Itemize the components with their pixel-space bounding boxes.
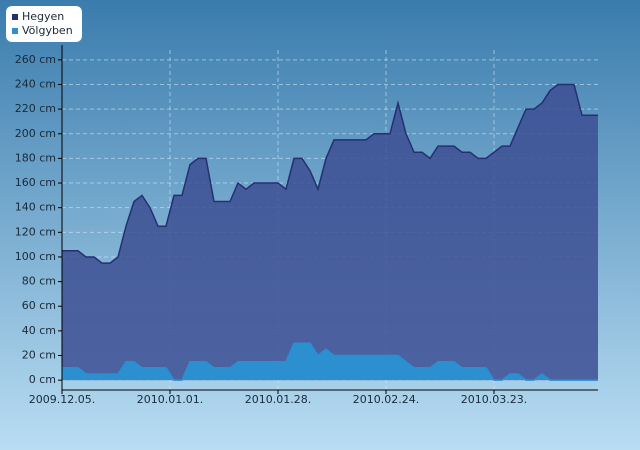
area-line <box>62 83 598 264</box>
x-tick-label: 2010.01.28. <box>245 393 311 406</box>
y-tick-label: 200 cm <box>15 127 56 140</box>
legend-swatch <box>12 28 18 34</box>
x-tick-label: 2009.12.05. <box>29 393 95 406</box>
legend-swatch <box>12 14 18 20</box>
y-tick-label: 120 cm <box>15 225 56 238</box>
legend-box <box>6 6 82 42</box>
area-line <box>62 342 598 381</box>
y-tick-label: 180 cm <box>15 151 56 164</box>
y-tick-label: 240 cm <box>15 77 56 90</box>
y-tick-label: 220 cm <box>15 102 56 115</box>
area-fill <box>62 84 598 381</box>
x-tick-label: 2010.01.01. <box>137 393 203 406</box>
y-tick-label: 160 cm <box>15 176 56 189</box>
y-tick-label: 0 cm <box>29 373 56 386</box>
area-fill <box>62 343 598 381</box>
legend-label: Völgyben <box>22 24 73 37</box>
y-tick-label: 100 cm <box>15 250 56 263</box>
y-tick-label: 40 cm <box>22 324 56 337</box>
y-tick-label: 20 cm <box>22 349 56 362</box>
legend-label: Hegyen <box>22 10 64 23</box>
y-tick-label: 60 cm <box>22 299 56 312</box>
y-tick-label: 260 cm <box>15 53 56 66</box>
y-tick-label: 80 cm <box>22 275 56 288</box>
x-tick-label: 2010.03.23. <box>461 393 527 406</box>
y-tick-label: 140 cm <box>15 201 56 214</box>
x-tick-label: 2010.02.24. <box>353 393 419 406</box>
